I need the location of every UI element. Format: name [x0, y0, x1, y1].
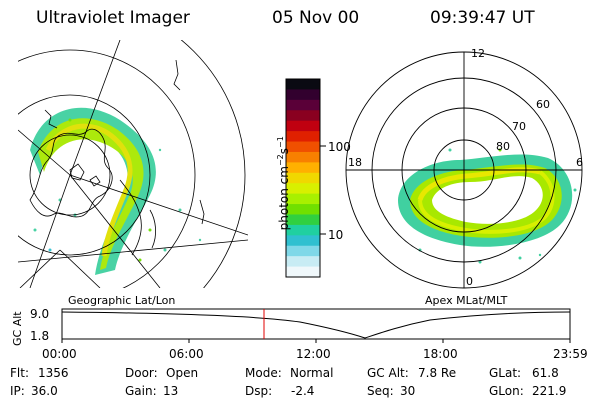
aurora-oval-right [398, 148, 577, 264]
colorbar-segment [286, 214, 320, 226]
right-panel-caption: Apex MLat/MLT [425, 294, 508, 307]
aurora-oval-left [30, 107, 202, 276]
door-value: Open [166, 366, 199, 380]
altitude-ylabel: GC Alt [11, 311, 24, 346]
glon-label: GLon: [489, 384, 524, 398]
altitude-xtick-0000: 00:00 [42, 347, 77, 361]
colorbar-segment [286, 224, 320, 236]
mlat-label-80: 80 [496, 140, 510, 153]
colorbar-segment [286, 172, 320, 184]
flt-label: Flt: [10, 366, 29, 380]
seq-value: 30 [400, 384, 416, 398]
mode-label: Mode: [245, 366, 282, 380]
colorbar [285, 78, 326, 278]
colorbar-segment [286, 183, 320, 195]
glat-value: 61.8 [532, 366, 559, 380]
seq-label: Seq: [367, 384, 394, 398]
mlt-label-12: 12 [471, 47, 485, 60]
header-date: 05 Nov 00 [272, 8, 360, 28]
colorbar-unit-label: photon cm−2s−1 [276, 136, 291, 231]
altitude-xtick-1200: 12:00 [296, 347, 331, 361]
mlt-label-6: 6 [576, 156, 583, 169]
mlt-label-18: 18 [348, 156, 362, 169]
colorbar-segment [286, 110, 320, 122]
colorbar-segment [286, 193, 320, 205]
gcalt-value: 7.8 Re [418, 366, 457, 380]
header-time: 09:39:47 UT [430, 8, 535, 28]
door-label: Door: [125, 366, 158, 380]
altitude-xtick-1800: 18:00 [423, 347, 458, 361]
mode-value: Normal [290, 366, 334, 380]
glat-label: GLat: [489, 366, 522, 380]
colorbar-segment [286, 99, 320, 111]
colorbar-tick-10: 10 [328, 228, 344, 242]
altitude-xtick-2359: 23:59 [553, 347, 588, 361]
colorbar-segment [286, 266, 320, 278]
mlt-label-0: 0 [466, 275, 473, 288]
colorbar-tick-100: 100 [328, 140, 351, 154]
colorbar-segment [286, 131, 320, 143]
colorbar-segment [286, 204, 320, 215]
colorbar-segment [286, 141, 320, 153]
colorbar-segment [286, 256, 320, 268]
altitude-xtick-0600: 06:00 [169, 347, 204, 361]
glon-value: 221.9 [532, 384, 567, 398]
altitude-ytick-high: 9.0 [30, 307, 50, 321]
colorbar-segment [286, 151, 320, 163]
mlat-label-70: 70 [512, 120, 526, 133]
colorbar-segment [286, 79, 320, 90]
magnetic-polar-plot [345, 51, 583, 289]
colorbar-segment [286, 162, 320, 174]
colorbar-segment [286, 120, 320, 132]
ip-label: IP: [10, 384, 25, 398]
left-panel-caption: Geographic Lat/Lon [68, 294, 176, 307]
altitude-curve [61, 311, 571, 339]
mlat-label-60: 60 [536, 98, 550, 111]
flt-value: 1356 [38, 366, 69, 380]
ip-value: 36.0 [31, 384, 58, 398]
colorbar-segment [286, 245, 320, 257]
dsp-value: -2.4 [291, 384, 315, 398]
gain-label: Gain: [125, 384, 157, 398]
altitude-plot [61, 308, 571, 343]
dsp-label: Dsp: [245, 384, 273, 398]
colorbar-segment [286, 235, 320, 247]
gain-value: 13 [163, 384, 179, 398]
altitude-ytick-low: 1.8 [30, 329, 50, 343]
polar-grid [345, 51, 583, 289]
geographic-map [18, 40, 248, 288]
app-title: Ultraviolet Imager [36, 8, 190, 28]
geo-grid [18, 40, 248, 288]
colorbar-segment [286, 89, 320, 101]
gcalt-label: GC Alt: [367, 366, 409, 380]
